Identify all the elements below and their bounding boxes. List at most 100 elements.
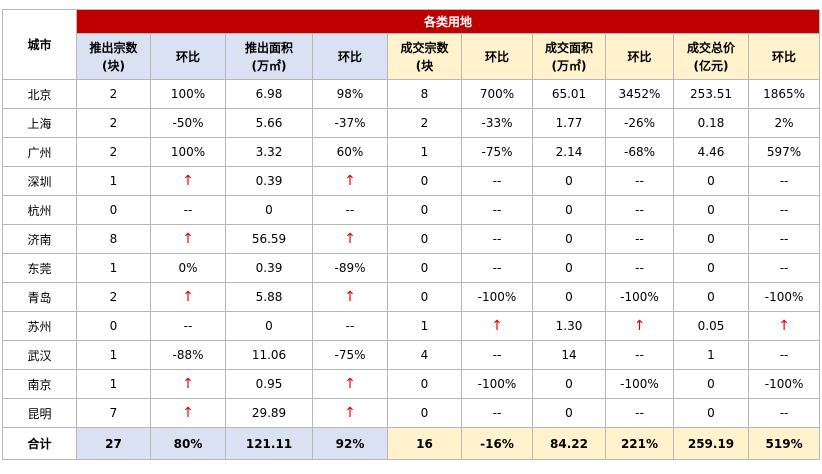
table-cell: -- xyxy=(461,253,533,283)
table-cell: -75% xyxy=(461,137,533,167)
table-cell: -89% xyxy=(312,253,388,283)
table-cell: -- xyxy=(605,398,674,428)
table-cell: 2 xyxy=(76,108,151,138)
table-cell: 8 xyxy=(387,79,462,109)
table-cell: 0 xyxy=(387,166,462,196)
table-cell: 2 xyxy=(387,108,462,138)
table-cell: 1 xyxy=(673,340,749,370)
table-cell: 259.19 xyxy=(673,427,749,460)
table-cell: 0 xyxy=(387,253,462,283)
city-cell: 北京 xyxy=(2,79,77,109)
table-cell: 2.14 xyxy=(532,137,606,167)
table-cell: 1865% xyxy=(747,79,821,109)
table-cell: -- xyxy=(747,195,821,225)
table-cell: 0 xyxy=(673,398,749,428)
up-arrow-icon: ↑ xyxy=(312,224,388,254)
table-cell: 0 xyxy=(532,369,606,399)
table-row: 杭州 0 -- 0 -- 0 -- 0 -- 0 -- xyxy=(2,195,821,225)
table-cell: -- xyxy=(747,253,821,283)
up-arrow-icon: ↑ xyxy=(312,369,388,399)
up-arrow-icon: ↑ xyxy=(150,224,226,254)
table-cell: 100% xyxy=(150,79,226,109)
table-cell: 0.39 xyxy=(225,253,313,283)
city-cell: 广州 xyxy=(2,137,77,167)
table-cell: 65.01 xyxy=(532,79,606,109)
column-header: 环比 xyxy=(461,33,533,80)
table-cell: 221% xyxy=(605,427,674,460)
city-cell: 苏州 xyxy=(2,311,77,341)
table-cell: -- xyxy=(747,398,821,428)
table-cell: -- xyxy=(461,340,533,370)
table-cell: -- xyxy=(605,253,674,283)
table-cell: -- xyxy=(461,166,533,196)
table-cell: 0 xyxy=(225,311,313,341)
city-column-header: 城市 xyxy=(2,9,77,80)
table-cell: 1 xyxy=(387,137,462,167)
table-cell: 2 xyxy=(76,282,151,312)
table-cell: 11.06 xyxy=(225,340,313,370)
table-cell: 2 xyxy=(76,137,151,167)
table-cell: 0.18 xyxy=(673,108,749,138)
table-cell: 0 xyxy=(532,224,606,254)
table-row: 济南 8 ↑ 56.59 ↑ 0 -- 0 -- 0 -- xyxy=(2,224,821,254)
table-cell: 0 xyxy=(387,224,462,254)
table-cell: -16% xyxy=(461,427,533,460)
table-cell: 0% xyxy=(150,253,226,283)
table-cell: 29.89 xyxy=(225,398,313,428)
group-header: 各类用地 xyxy=(75,9,821,34)
table-row: 东莞 1 0% 0.39 -89% 0 -- 0 -- 0 -- xyxy=(2,253,821,283)
table-cell: 2 xyxy=(76,79,151,109)
table-cell: 0 xyxy=(387,195,462,225)
total-row: 合计 27 80% 121.11 92% 16 -16% 84.22 221% 259.19 519… xyxy=(2,427,821,460)
table-row: 广州 2 100% 3.32 60% 1 -75% 2.14 -68% 4.46 597% xyxy=(2,137,821,167)
column-header: 环比 xyxy=(605,33,674,80)
table-cell: 3452% xyxy=(605,79,674,109)
table-cell: 5.88 xyxy=(225,282,313,312)
up-arrow-icon: ↑ xyxy=(150,282,226,312)
table-cell: 14 xyxy=(532,340,606,370)
table-cell: 0 xyxy=(532,166,606,196)
table-cell: 6.98 xyxy=(225,79,313,109)
table-cell: 0 xyxy=(225,195,313,225)
table-row: 南京 1 ↑ 0.95 ↑ 0 -100% 0 -100% 0 -100% xyxy=(2,369,821,399)
table-cell: -- xyxy=(605,224,674,254)
table-cell: 5.66 xyxy=(225,108,313,138)
table-cell: 4 xyxy=(387,340,462,370)
table-cell: 253.51 xyxy=(673,79,749,109)
table-cell: 60% xyxy=(312,137,388,167)
table-cell: -37% xyxy=(312,108,388,138)
table-cell: 1 xyxy=(76,369,151,399)
city-cell: 青岛 xyxy=(2,282,77,312)
city-cell: 深圳 xyxy=(2,166,77,196)
table-cell: -- xyxy=(461,224,533,254)
up-arrow-icon: ↑ xyxy=(312,166,388,196)
up-arrow-icon: ↑ xyxy=(312,282,388,312)
table-cell: -- xyxy=(461,195,533,225)
table-cell: 56.59 xyxy=(225,224,313,254)
table-cell: -- xyxy=(312,311,388,341)
table-cell: -- xyxy=(747,340,821,370)
table-cell: -100% xyxy=(461,369,533,399)
table-cell: -- xyxy=(461,398,533,428)
table-cell: -- xyxy=(312,195,388,225)
up-arrow-icon: ↑ xyxy=(605,311,674,341)
table-cell: -100% xyxy=(605,282,674,312)
up-arrow-icon: ↑ xyxy=(150,369,226,399)
total-label: 合计 xyxy=(2,427,77,460)
table-cell: -26% xyxy=(605,108,674,138)
table-cell: 1.77 xyxy=(532,108,606,138)
table-cell: 519% xyxy=(747,427,821,460)
table-row: 昆明 7 ↑ 29.89 ↑ 0 -- 0 -- 0 -- xyxy=(2,398,821,428)
table-cell: 1 xyxy=(76,166,151,196)
table-cell: 1 xyxy=(387,311,462,341)
table-cell: -100% xyxy=(747,282,821,312)
table-cell: 0 xyxy=(673,253,749,283)
table-cell: -- xyxy=(150,195,226,225)
column-header: 成交面积 (万㎡) xyxy=(532,33,606,80)
column-header: 成交宗数 (块 xyxy=(387,33,462,80)
table-cell: -33% xyxy=(461,108,533,138)
table-row: 深圳 1 ↑ 0.39 ↑ 0 -- 0 -- 0 -- xyxy=(2,166,821,196)
table-cell: -68% xyxy=(605,137,674,167)
table-cell: 0 xyxy=(387,369,462,399)
table-cell: 80% xyxy=(150,427,226,460)
